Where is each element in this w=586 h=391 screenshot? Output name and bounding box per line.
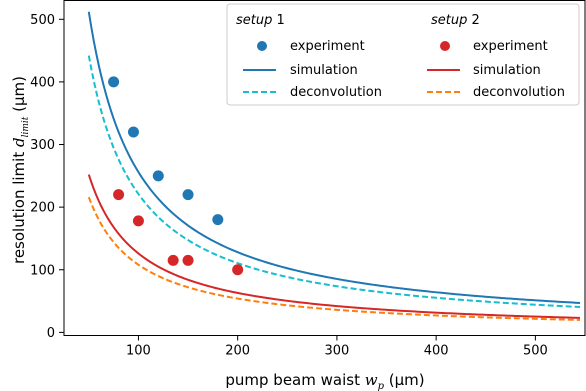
data-point-setup2	[132, 215, 144, 227]
series-line-setup2-simulation	[87, 174, 581, 319]
x-tick-label: 300	[324, 344, 349, 359]
plot-frame	[63, 0, 586, 336]
legend-marker-setup1-experiment	[257, 41, 267, 51]
x-axis-label: pump beam waist wp (µm)	[225, 371, 424, 391]
y-axis: 0 100 200 300 400 500	[30, 13, 64, 341]
y-tick-label: 400	[30, 75, 55, 90]
data-point-setup1	[212, 214, 224, 226]
legend-title-setup2: setup 2	[431, 13, 480, 28]
y-tick-label: 0	[47, 326, 55, 341]
legend-label-setup1-deconvolution: deconvolution	[290, 85, 382, 100]
data-point-setup2	[182, 254, 194, 266]
series-line-setup2-deconvolution	[87, 196, 581, 321]
y-tick-label: 500	[30, 13, 55, 28]
y-tick-label: 100	[30, 263, 55, 278]
data-point-setup1	[152, 170, 164, 182]
legend-title-setup1: setup 1	[236, 13, 285, 28]
points	[108, 76, 244, 276]
legend-label-setup2-simulation: simulation	[473, 63, 541, 78]
x-tick-label: 200	[225, 344, 250, 359]
legend: setup 1 setup 2 experiment simulation de…	[226, 3, 580, 106]
x-tick-label: 100	[126, 344, 151, 359]
series-line-setup1-deconvolution	[87, 55, 581, 308]
legend-marker-setup2-experiment	[440, 41, 450, 51]
data-point-setup2	[113, 189, 125, 201]
y-tick-label: 300	[30, 138, 55, 153]
legend-label-setup1-simulation: simulation	[290, 63, 358, 78]
data-point-setup1	[182, 189, 194, 201]
y-axis-label: resolution limit dlimit (µm)	[10, 76, 31, 264]
data-point-setup1	[127, 126, 139, 138]
curves	[87, 11, 581, 321]
legend-box	[226, 3, 580, 106]
y-tick-label: 200	[30, 201, 55, 216]
x-tick-label: 500	[523, 344, 548, 359]
data-point-setup2	[232, 264, 244, 276]
x-axis: 100 200 300 400 500	[126, 335, 548, 359]
legend-label-setup2-deconvolution: deconvolution	[473, 85, 565, 100]
x-tick-label: 400	[424, 344, 449, 359]
legend-label-setup2-experiment: experiment	[473, 39, 548, 54]
series-line-setup1-simulation	[87, 11, 581, 304]
legend-label-setup1-experiment: experiment	[290, 39, 365, 54]
data-point-setup1	[108, 76, 120, 88]
data-point-setup2	[167, 254, 179, 266]
